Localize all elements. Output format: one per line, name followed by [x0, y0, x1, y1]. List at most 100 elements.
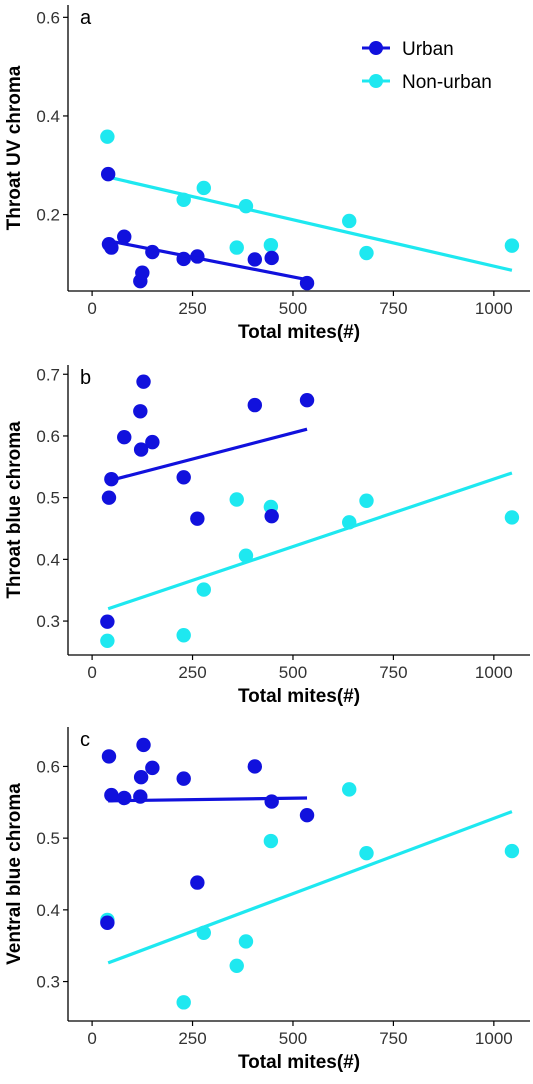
y-tick-label: 0.6 [36, 427, 60, 446]
data-point-non_urban [359, 846, 374, 861]
series-urban [100, 737, 315, 930]
y-tick-label: 0.4 [36, 107, 60, 126]
data-point-urban [190, 875, 205, 890]
data-point-urban [145, 434, 160, 450]
x-tick-label: 750 [379, 663, 407, 682]
x-axis-title: Total mites(#) [238, 1052, 360, 1073]
data-point-urban [117, 790, 132, 806]
trend-line-urban [107, 239, 308, 282]
x-tick-label: 0 [87, 1029, 96, 1048]
data-point-urban [247, 759, 263, 774]
x-tick-label: 500 [279, 1029, 307, 1048]
x-axis-title: Total mites(#) [238, 686, 360, 707]
trend-line-non_urban [107, 471, 513, 611]
data-point-non_urban [229, 240, 244, 255]
y-tick-label: 0.2 [36, 206, 60, 225]
x-tick-label: 750 [379, 1029, 407, 1048]
y-axis-title: Ventral blue chroma [4, 783, 25, 965]
legend-label-urban: Urban [402, 39, 454, 60]
trend-line-urban [107, 427, 308, 483]
data-point-non_urban [359, 493, 374, 508]
data-point-urban [101, 749, 117, 764]
y-tick-label: 0.5 [36, 829, 60, 848]
data-point-urban [176, 771, 191, 786]
legend-label-non_urban: Non-urban [402, 72, 492, 93]
data-point-urban [133, 404, 148, 419]
data-point-non_urban [342, 782, 357, 797]
x-axis-title: Total mites(#) [238, 322, 360, 343]
data-point-urban [117, 429, 132, 445]
data-point-non_urban [504, 510, 520, 525]
panel-a: 0 250 500 750 1000 0.2 0.4 0.6 Total mites(#) Thr… [4, 5, 530, 343]
data-point-urban [104, 787, 119, 803]
data-point-non_urban [100, 633, 115, 649]
data-point-non_urban [504, 238, 520, 253]
y-tick-label: 0.6 [36, 8, 60, 27]
x-tick-label: 250 [178, 299, 206, 318]
y-axis-title: Throat blue chroma [4, 421, 25, 599]
data-point-urban [299, 808, 315, 823]
data-point-urban [299, 392, 315, 408]
data-point-non_urban [238, 934, 254, 949]
data-point-non_urban [229, 492, 244, 507]
data-point-non_urban [359, 245, 374, 261]
data-point-non_urban [196, 582, 211, 597]
data-point-urban [264, 508, 279, 524]
data-point-urban [104, 240, 119, 255]
x-tick-label: 1000 [475, 663, 513, 682]
x-tick-label: 750 [379, 299, 407, 318]
data-point-non_urban [504, 843, 520, 859]
trend-line-non_urban [107, 175, 513, 272]
data-point-non_urban [263, 237, 279, 253]
data-point-urban [136, 737, 151, 753]
data-point-non_urban [176, 628, 191, 643]
x-tick-label: 0 [87, 663, 96, 682]
panel-b: 0 250 500 750 1000 0.3 0.4 0.5 0.6 0.7 Total mites… [4, 365, 530, 707]
data-point-urban [247, 252, 263, 267]
data-point-urban [135, 265, 150, 280]
data-point-urban [264, 250, 279, 266]
x-tick-label: 500 [279, 299, 307, 318]
data-point-non_urban [196, 180, 211, 196]
y-tick-label: 0.7 [36, 365, 60, 384]
x-tick-label: 1000 [475, 1029, 513, 1048]
series-non_urban [100, 129, 520, 272]
data-point-urban [100, 166, 116, 182]
panel-label: a [80, 7, 92, 29]
x-tick-label: 250 [178, 663, 206, 682]
data-point-urban [101, 490, 117, 505]
data-point-urban [247, 397, 263, 413]
panel-c: 0 250 500 750 1000 0.3 0.4 0.5 0.6 Total mites(#)… [4, 727, 530, 1073]
data-point-urban [176, 470, 191, 485]
x-tick-label: 1000 [475, 299, 513, 318]
series-urban [100, 166, 315, 291]
panel-label: c [80, 729, 90, 751]
data-point-urban [145, 760, 160, 776]
y-tick-label: 0.3 [36, 973, 60, 992]
data-point-urban [133, 769, 149, 785]
series-non_urban [100, 471, 520, 649]
y-tick-label: 0.5 [36, 489, 60, 508]
x-tick-label: 250 [178, 1029, 206, 1048]
y-tick-label: 0.4 [36, 550, 60, 569]
panel-label: b [80, 367, 91, 389]
y-tick-label: 0.6 [36, 757, 60, 776]
trend-line-urban [108, 796, 308, 803]
x-tick-label: 0 [87, 299, 96, 318]
legend-marker-urban [369, 41, 383, 55]
data-point-urban [190, 511, 205, 526]
y-axis-title: Throat UV chroma [4, 65, 25, 230]
data-point-urban [264, 794, 279, 809]
data-point-urban [117, 229, 132, 244]
y-tick-label: 0.4 [36, 901, 60, 920]
legend-marker-non_urban [369, 74, 383, 88]
series-non_urban [100, 782, 520, 1010]
data-point-non_urban [100, 129, 115, 144]
series-urban [100, 374, 315, 629]
data-point-urban [136, 374, 151, 389]
data-point-urban [100, 915, 115, 930]
data-point-non_urban [342, 213, 357, 229]
data-point-non_urban [238, 548, 254, 563]
legend: Urban Non-urban [362, 39, 492, 93]
